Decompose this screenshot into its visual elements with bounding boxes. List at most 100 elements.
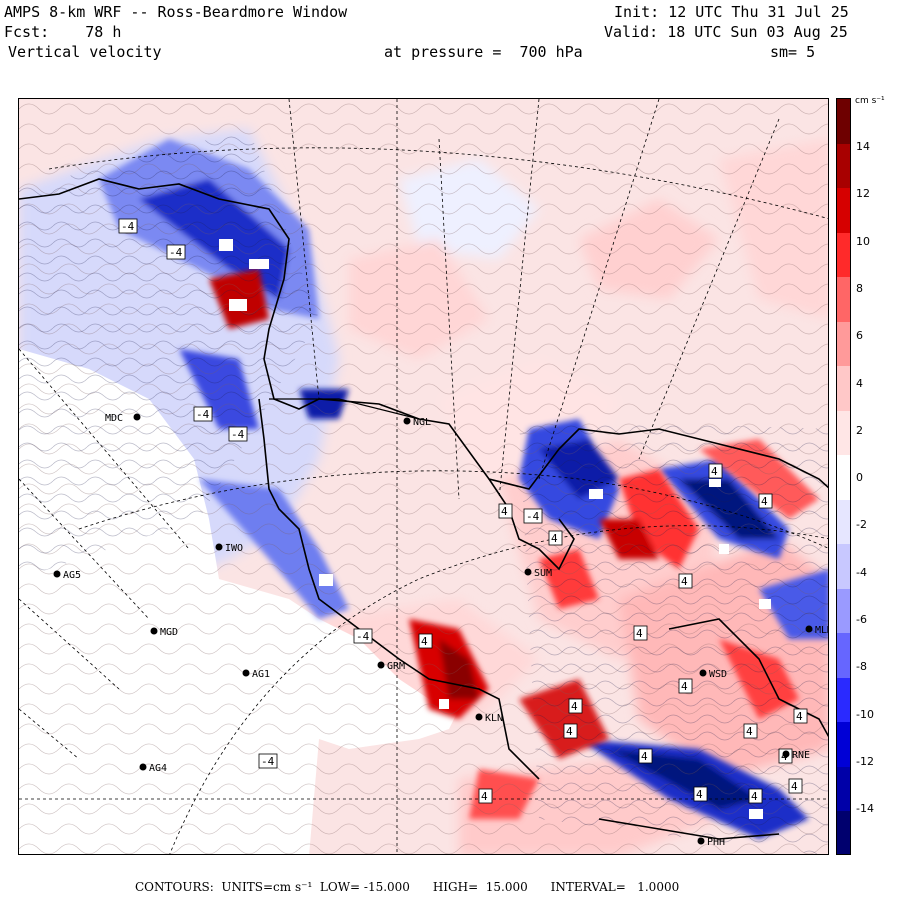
contour-label-box [548, 530, 563, 546]
colorbar-segment [837, 455, 850, 501]
station-marker [215, 543, 223, 551]
contour-label-box [478, 788, 493, 804]
station-label: IWO [225, 543, 243, 554]
contour-label-box [748, 788, 763, 804]
contour-label-box [793, 708, 808, 724]
station-marker [699, 669, 707, 677]
contour-label-box [568, 698, 583, 714]
colorbar-segment [837, 188, 850, 234]
init-time: Init: 12 UTC Thu 31 Jul 25 [614, 3, 849, 21]
contour-label: 4 [481, 790, 488, 803]
colorbar-tick-label: -6 [856, 613, 867, 626]
contour-label: -4 [196, 408, 210, 421]
contour-label: 4 [641, 750, 648, 763]
colorbar-unit: cm s⁻¹ [855, 96, 885, 106]
colorbar-segment [837, 588, 850, 634]
contour-label: 4 [551, 532, 558, 545]
field-name: Vertical velocity [8, 43, 162, 61]
station-label: MLM [815, 625, 829, 636]
contour-label: 4 [566, 725, 573, 738]
contour-label: -4 [261, 755, 275, 768]
colorbar-tick-label: 8 [856, 281, 863, 295]
contour-label: 4 [571, 700, 578, 713]
station-marker [53, 570, 61, 578]
station-label: SUM [534, 568, 552, 579]
colorbar-segment [837, 766, 850, 812]
forecast-hour: Fcst: 78 h [4, 23, 122, 41]
contour-label: 4 [711, 465, 718, 478]
colorbar-tick-label: 12 [856, 187, 870, 201]
colorbar-tick-label: 0 [856, 471, 863, 485]
colorbar-tick-label: -14 [856, 802, 874, 816]
contour-label: 4 [796, 710, 803, 723]
colorbar-tick-label: -4 [856, 565, 867, 579]
contour-label: -4 [169, 246, 183, 259]
contour-label: -4 [231, 428, 245, 441]
station-label: WSD [709, 669, 727, 680]
contour-label-box [258, 753, 278, 769]
colorbar-segment [837, 410, 850, 456]
colorbar-tick-label: 10 [856, 234, 870, 248]
smoothing-value: sm= 5 [770, 43, 816, 61]
station-marker [242, 669, 250, 677]
contour-label-box [788, 778, 803, 794]
map-panel: -4-4-4-4-4-4-4444444444444444444 MDCNGLI… [18, 98, 829, 855]
colorbar-tick-label: -12 [856, 754, 874, 768]
colorbar-segment [837, 143, 850, 189]
colorbar-segment [837, 544, 850, 590]
contour-label-box [228, 426, 248, 442]
station-label: AG4 [149, 763, 167, 774]
station-marker [403, 417, 411, 425]
contour-label-box [708, 463, 723, 479]
ice-front [269, 398, 420, 420]
station-label: PHH [707, 837, 725, 848]
station-label: AG5 [63, 570, 81, 581]
station-label: AG1 [252, 669, 270, 680]
contour-label: 4 [696, 788, 703, 801]
station-marker [139, 763, 147, 771]
contour-label: 4 [746, 725, 753, 738]
station-label: GRM [387, 661, 405, 672]
colorbar-tick-label: 2 [856, 423, 863, 437]
colorbar-segment [837, 232, 850, 278]
colorbar-tick-label: 6 [856, 329, 863, 343]
contour-label-box [563, 723, 578, 739]
station-label: NGL [413, 417, 431, 428]
contour-label: 4 [681, 680, 688, 693]
contour-label-box [678, 573, 693, 589]
colorbar-segment [837, 321, 850, 367]
contour-label-box [638, 748, 653, 764]
map-title: AMPS 8-km WRF -- Ross-Beardmore Window [4, 3, 348, 21]
station-marker [524, 568, 532, 576]
station-marker [805, 625, 813, 633]
contour-label-box [633, 625, 648, 641]
station-label: RNE [792, 750, 810, 761]
contour-lines-dense [19, 129, 828, 854]
contour-label: 4 [751, 790, 758, 803]
station-marker [150, 627, 158, 635]
colorbar-segment [837, 277, 850, 323]
colorbar-segment [837, 633, 850, 679]
station-marker [377, 661, 385, 669]
colorbar-segment [837, 811, 850, 854]
contour-label: 4 [421, 635, 428, 648]
contour-label: 4 [501, 505, 508, 518]
station-marker [475, 713, 483, 721]
station-label: KLN [485, 713, 503, 724]
contour-label-box [353, 628, 373, 644]
contour-label-box [758, 493, 773, 509]
map-svg: -4-4-4-4-4-4-4444444444444444444 MDCNGLI… [19, 99, 829, 854]
contour-label: 4 [681, 575, 688, 588]
colorbar-tick-label: 4 [856, 376, 863, 390]
colorbar-segment [837, 499, 850, 545]
station-group: MDC NGL IWO AG5 MGD AG1 AG4 GRM KLN SUM WSD RNE PHH M… [53, 413, 829, 848]
contour-label-box [418, 633, 433, 649]
contour-label: 4 [636, 627, 643, 640]
colorbar-tick-label: -10 [856, 707, 874, 721]
contour-label-box [523, 508, 543, 524]
station-marker [697, 837, 705, 845]
colorbar-segment [837, 366, 850, 412]
station-marker [782, 750, 790, 758]
contour-label: -4 [526, 510, 540, 523]
contour-label: -4 [121, 220, 135, 233]
